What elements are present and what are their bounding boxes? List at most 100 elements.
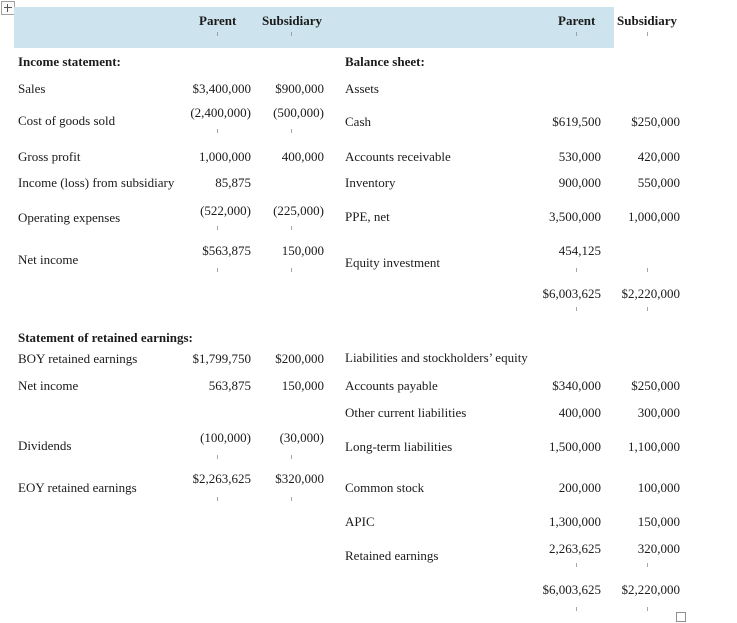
table-row: BOY retained earnings $1,799,750 $200,000 bbox=[0, 352, 737, 366]
row-label: BOY retained earnings bbox=[18, 351, 138, 366]
table-row: Accounts receivable 530,000 420,000 bbox=[0, 150, 737, 164]
liabilities-heading: Liabilities and stockholders’ equity bbox=[345, 350, 528, 365]
formatting-mark bbox=[217, 497, 218, 501]
formatting-mark bbox=[291, 32, 292, 36]
table-move-handle-icon[interactable] bbox=[1, 1, 15, 15]
table-row: Inventory 900,000 550,000 bbox=[0, 176, 737, 190]
formatting-mark bbox=[647, 607, 648, 611]
formatting-mark bbox=[291, 455, 292, 459]
table-row: Accounts payable $340,000 $250,000 bbox=[0, 379, 737, 393]
row-label: Cash bbox=[345, 114, 371, 129]
row-label: Gross profit bbox=[18, 149, 81, 164]
subsidiary-value: (500,000) bbox=[273, 105, 324, 120]
parent-value: (100,000) bbox=[200, 430, 251, 445]
column-header-subsidiary-right: Subsidiary bbox=[617, 13, 677, 28]
table-row: Net income $563,875 150,000 bbox=[0, 244, 737, 267]
parent-value: 400,000 bbox=[558, 405, 601, 420]
parent-value: 2,263,625 bbox=[549, 541, 601, 556]
row-label: Inventory bbox=[345, 175, 396, 190]
subsidiary-value: (225,000) bbox=[273, 203, 324, 218]
table-row: Common stock 200,000 100,000 bbox=[0, 481, 737, 495]
subsidiary-value: 550,000 bbox=[637, 175, 680, 190]
table-row: APIC 1,300,000 150,000 bbox=[0, 515, 737, 529]
subsidiary-value: 1,000,000 bbox=[628, 209, 680, 224]
parent-value: (2,400,000) bbox=[190, 105, 251, 120]
subsidiary-value: 150,000 bbox=[637, 514, 680, 529]
subsidiary-value: 300,000 bbox=[637, 405, 680, 420]
subsidiary-value: $320,000 bbox=[275, 471, 324, 486]
row-label: Net income bbox=[18, 378, 79, 393]
table-row: PPE, net 3,500,000 1,000,000 bbox=[0, 210, 737, 224]
row-label: Dividends bbox=[18, 438, 72, 453]
formatting-mark bbox=[217, 268, 218, 272]
parent-total: $6,003,625 bbox=[542, 286, 602, 301]
row-label: Net income bbox=[18, 252, 79, 267]
row-label: Other current liabilities bbox=[345, 405, 467, 420]
table-row: Net income 563,875 150,000 bbox=[0, 379, 737, 393]
table-row: Dividends (100,000) (30,000) bbox=[0, 431, 737, 453]
parent-value: $2,263,625 bbox=[192, 471, 252, 486]
table-row: Long-term liabilities 1,500,000 1,100,000 bbox=[0, 440, 737, 454]
parent-value: $619,500 bbox=[552, 114, 601, 129]
parent-total: $6,003,625 bbox=[542, 582, 602, 597]
formatting-mark bbox=[291, 129, 292, 133]
parent-value: 454,125 bbox=[558, 243, 601, 258]
table-row: Cost of goods sold (2,400,000) (500,000) bbox=[0, 106, 737, 128]
assets-heading: Assets bbox=[345, 81, 379, 96]
formatting-mark bbox=[647, 307, 648, 311]
parent-value: 563,875 bbox=[208, 378, 251, 393]
row-label: Operating expenses bbox=[18, 210, 121, 225]
formatting-mark bbox=[576, 268, 577, 272]
column-header-parent-right: Parent bbox=[558, 13, 596, 28]
formatting-mark bbox=[291, 268, 292, 272]
header-band bbox=[14, 7, 614, 48]
formatting-mark bbox=[576, 563, 577, 567]
table-row: Cash $619,500 $250,000 bbox=[0, 115, 737, 129]
row-label: APIC bbox=[345, 514, 375, 529]
formatting-mark bbox=[647, 268, 648, 272]
formatting-mark bbox=[576, 307, 577, 311]
table-row: Other current liabilities 400,000 300,000 bbox=[0, 406, 737, 420]
parent-value: 1,300,000 bbox=[549, 514, 601, 529]
parent-value: 3,500,000 bbox=[549, 209, 601, 224]
row-label: Retained earnings bbox=[345, 548, 439, 563]
parent-value: 1,000,000 bbox=[199, 149, 251, 164]
table-resize-handle-icon[interactable] bbox=[676, 612, 686, 622]
subsidiary-value: 150,000 bbox=[281, 378, 324, 393]
formatting-mark bbox=[217, 455, 218, 459]
total-row: $6,003,625 $2,220,000 bbox=[0, 287, 737, 301]
total-row: $6,003,625 $2,220,000 bbox=[0, 583, 737, 597]
parent-value: 900,000 bbox=[558, 175, 601, 190]
subsidiary-value: $250,000 bbox=[631, 378, 680, 393]
section-title-row: Statement of retained earnings: bbox=[0, 331, 737, 345]
section-title-row: Balance sheet: bbox=[0, 55, 737, 69]
section-title: Balance sheet: bbox=[345, 54, 425, 69]
parent-value: 530,000 bbox=[558, 149, 601, 164]
section-title: Statement of retained earnings: bbox=[18, 330, 193, 345]
subsection-heading-row: Assets bbox=[0, 82, 737, 96]
subsection-heading-row: Liabilities and stockholders’ equity bbox=[0, 351, 737, 365]
section-title: Income statement: bbox=[18, 54, 121, 69]
table-row: Income (loss) from subsidiary 85,875 bbox=[0, 176, 737, 190]
formatting-mark bbox=[647, 32, 648, 36]
row-label: Long-term liabilities bbox=[345, 439, 453, 454]
section-title-row: Income statement: bbox=[0, 55, 737, 69]
row-label: Accounts payable bbox=[345, 378, 438, 393]
parent-value: $563,875 bbox=[202, 243, 251, 258]
formatting-mark bbox=[217, 129, 218, 133]
row-label: Cost of goods sold bbox=[18, 113, 116, 128]
parent-value: 1,500,000 bbox=[549, 439, 601, 454]
subsidiary-value: $900,000 bbox=[275, 81, 324, 96]
row-label: PPE, net bbox=[345, 209, 390, 224]
formatting-mark bbox=[217, 32, 218, 36]
subsidiary-value: $200,000 bbox=[275, 351, 324, 366]
subsidiary-value: 420,000 bbox=[637, 149, 680, 164]
column-header-subsidiary-left: Subsidiary bbox=[262, 13, 322, 28]
subsidiary-value: (30,000) bbox=[279, 430, 324, 445]
table-row: Retained earnings 2,263,625 320,000 bbox=[0, 542, 737, 563]
subsidiary-value: $250,000 bbox=[631, 114, 680, 129]
subsidiary-value: 100,000 bbox=[637, 480, 680, 495]
formatting-mark bbox=[647, 563, 648, 567]
row-label: Common stock bbox=[345, 480, 425, 495]
formatting-mark bbox=[291, 497, 292, 501]
